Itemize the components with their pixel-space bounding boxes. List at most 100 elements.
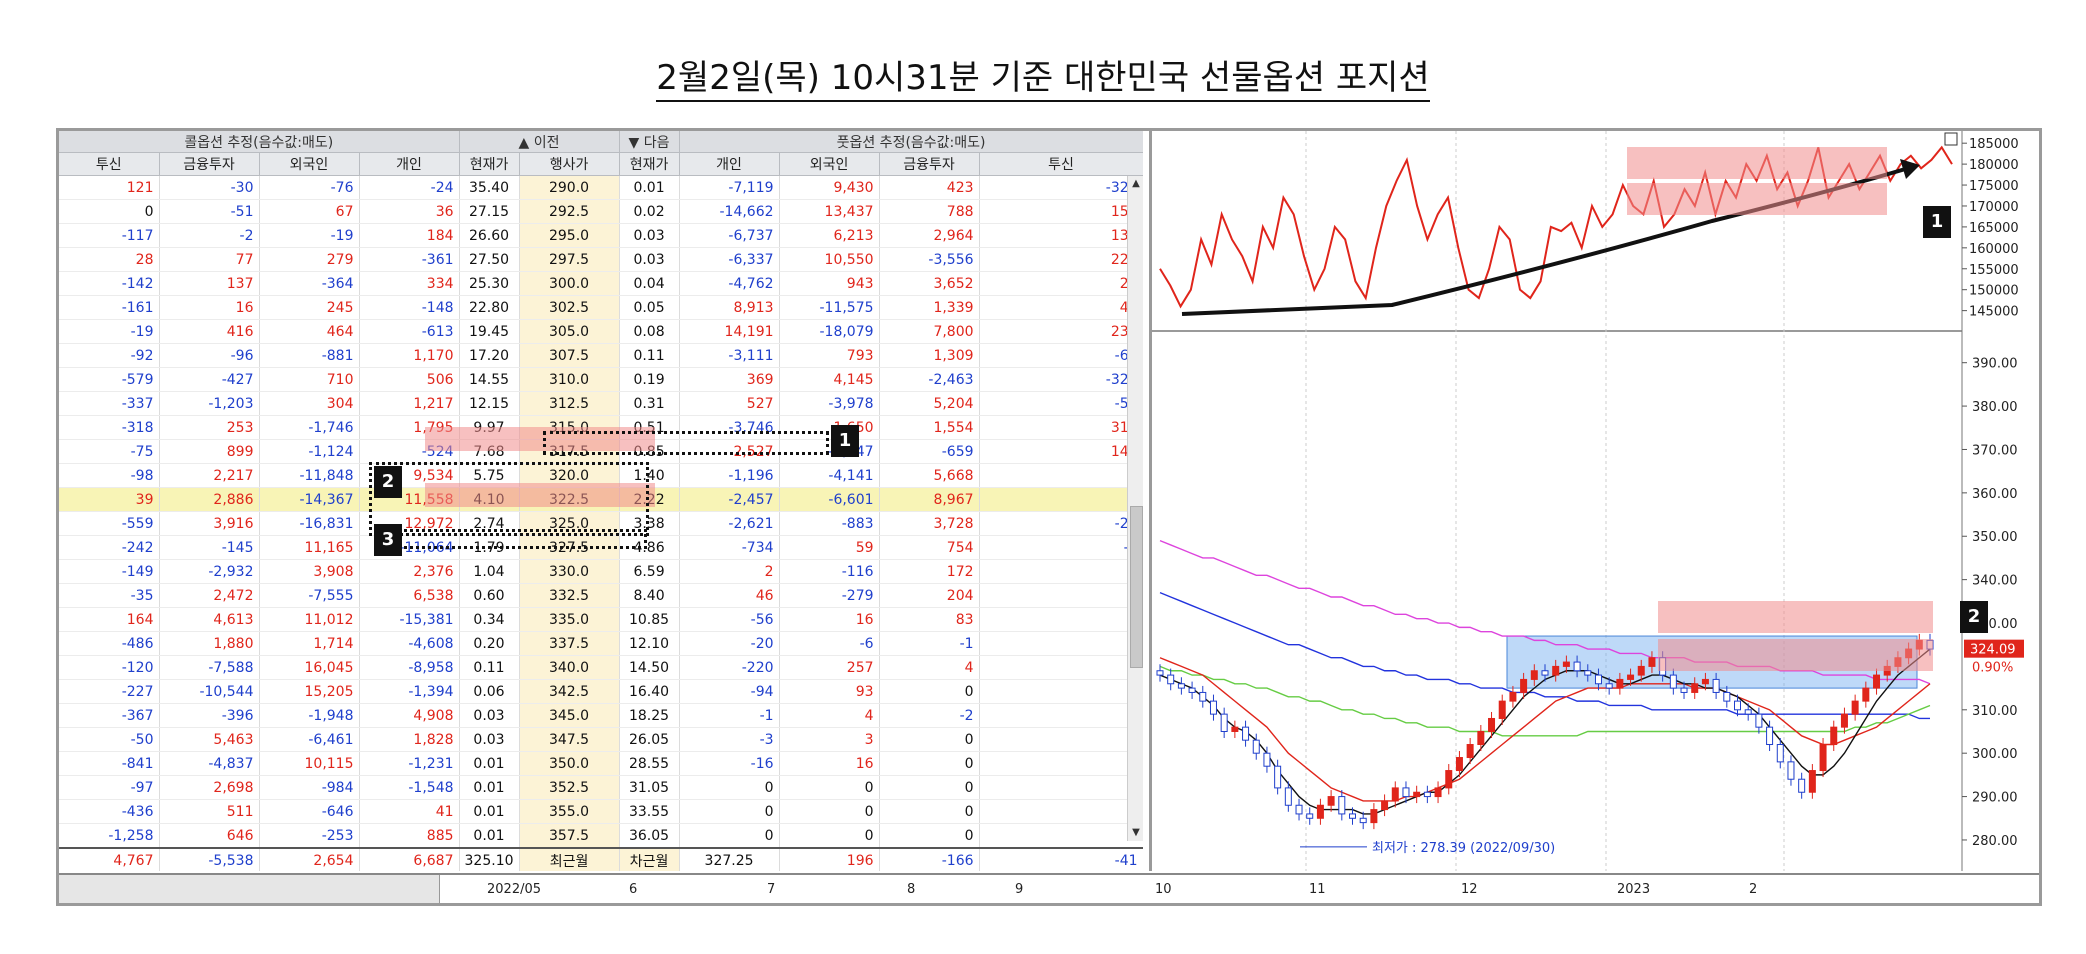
candle: [1188, 687, 1196, 693]
price-cell: 14.55: [459, 367, 520, 392]
table-scrollbar[interactable]: ▲ ▼: [1127, 176, 1143, 841]
position-cell: 334: [359, 271, 460, 296]
strike-cell: 312.5: [519, 391, 620, 416]
ma60-line: [1159, 665, 1931, 737]
position-cell: 2,472: [159, 583, 260, 608]
table-row[interactable]: 28 77 279 -361 27.50 297.5 0.03 -6,337 10,550 -3,…: [59, 247, 1143, 272]
price-cell: 0.06: [459, 679, 520, 704]
watermark-logo: [425, 483, 655, 507]
table-row[interactable]: 121 -30 -76 -24 35.40 290.0 0.01 -7,119 9,430 423…: [59, 175, 1143, 200]
strike-cell: 337.5: [519, 631, 620, 656]
position-cell: -559: [59, 511, 160, 536]
candle: [1252, 739, 1260, 754]
scroll-down-icon[interactable]: ▼: [1132, 827, 1140, 838]
total-cell: 6,687: [359, 847, 460, 871]
position-cell: -35: [59, 583, 160, 608]
column-header[interactable]: 개인: [679, 152, 780, 176]
position-cell: -1,124: [259, 439, 360, 464]
timeline-label: 12: [1461, 882, 1478, 897]
position-cell: -279: [779, 583, 880, 608]
position-cell: -97: [59, 775, 160, 800]
position-cell: 0: [979, 751, 1143, 776]
position-cell: -337: [59, 391, 160, 416]
column-header[interactable]: 현재가: [619, 152, 680, 176]
total-cell: 196: [779, 847, 880, 871]
price-cell: 26.05: [619, 727, 680, 752]
position-cell: -117: [59, 223, 160, 248]
position-cell: 0: [679, 799, 780, 824]
position-cell: 11,012: [259, 607, 360, 632]
timeline-label: 7: [767, 882, 776, 897]
column-header[interactable]: 행사가: [519, 152, 620, 176]
candle: [1830, 726, 1838, 746]
column-header[interactable]: 외국인: [259, 152, 360, 176]
price-cell: 10.85: [619, 607, 680, 632]
total-cell: 차근월: [619, 847, 680, 871]
table-row[interactable]: 0 -51 67 36 27.15 292.5 0.02 -14,662 13,437 788 15…: [59, 199, 1143, 224]
position-cell: -19: [259, 223, 360, 248]
scroll-up-icon[interactable]: ▲: [1132, 178, 1140, 189]
candle: [1594, 674, 1602, 685]
position-cell: 0: [979, 679, 1143, 704]
badge-2: 2: [374, 466, 402, 498]
watermark-logo: [1627, 183, 1887, 215]
table-row[interactable]: -117 -2 -19 184 26.60 295.0 0.03 -6,737 6,213 2,9…: [59, 223, 1143, 248]
position-cell: -120: [59, 655, 160, 680]
table-row[interactable]: -19 416 464 -613 19.45 305.0 0.08 14,191 -18,079…: [59, 319, 1143, 344]
position-cell: -18,079: [779, 319, 880, 344]
timeline-label: 11: [1309, 882, 1326, 897]
table-row[interactable]: -841 -4,837 10,115 -1,231 0.01 350.0 28.55 -16 1…: [59, 751, 1143, 776]
table-row[interactable]: -337 -1,203 304 1,217 12.15 312.5 0.31 527 -3,97…: [59, 391, 1143, 416]
column-header[interactable]: 금융투자: [159, 152, 260, 176]
column-header[interactable]: 투신: [979, 152, 1143, 176]
table-row[interactable]: -92 -96 -881 1,170 17.20 307.5 0.11 -3,111 793 1,…: [59, 343, 1143, 368]
table-row[interactable]: -227 -10,544 15,205 -1,394 0.06 342.5 16.40 -94…: [59, 679, 1143, 704]
expand-icon[interactable]: [1944, 132, 1958, 146]
candle: [1284, 787, 1292, 806]
position-cell: 416: [159, 319, 260, 344]
table-row[interactable]: -161 16 245 -148 22.80 302.5 0.05 8,913 -11,575 1…: [59, 295, 1143, 320]
position-cell: -51: [979, 391, 1143, 416]
table-row[interactable]: -35 2,472 -7,555 6,538 0.60 332.5 8.40 46 -279 20…: [59, 583, 1143, 608]
position-cell: 6,213: [779, 223, 880, 248]
column-header[interactable]: 투신: [59, 152, 160, 176]
position-cell: 121: [59, 175, 160, 200]
strike-cell: 345.0: [519, 703, 620, 728]
position-cell: 2,886: [159, 487, 260, 512]
table-row[interactable]: -149 -2,932 3,908 2,376 1.04 330.0 6.59 2 -116 17…: [59, 559, 1143, 584]
column-header[interactable]: 외국인: [779, 152, 880, 176]
column-header[interactable]: 현재가: [459, 152, 520, 176]
position-cell: -1,746: [259, 415, 360, 440]
position-cell: 16,045: [259, 655, 360, 680]
candle: [1873, 674, 1881, 689]
table-row[interactable]: -120 -7,588 16,045 -8,958 0.11 340.0 14.50 -220…: [59, 655, 1143, 680]
position-cell: -4,608: [359, 631, 460, 656]
next-button[interactable]: ▼ 다음: [619, 131, 680, 153]
bottom-tick-label: 380.00: [1972, 400, 2018, 415]
position-cell: 5,668: [879, 463, 980, 488]
column-header[interactable]: 금융투자: [879, 152, 980, 176]
timeline-label: 9: [1015, 882, 1024, 897]
scroll-thumb[interactable]: [1130, 506, 1143, 668]
candle: [1220, 713, 1228, 732]
position-cell: 16: [779, 607, 880, 632]
candle: [1177, 683, 1185, 689]
table-row[interactable]: -486 1,880 1,714 -4,608 0.20 337.5 12.10 -20 -6-…: [59, 631, 1143, 656]
candle: [1701, 678, 1709, 685]
prev-button[interactable]: ▲ 이전: [459, 131, 620, 153]
position-cell: -116: [779, 559, 880, 584]
table-row[interactable]: -579 -427 710 506 14.55 310.0 0.19 369 4,145 -2,4…: [59, 367, 1143, 392]
price-cell: 0.03: [459, 727, 520, 752]
table-row[interactable]: 164 4,613 11,012 -15,381 0.34 335.0 10.85 -56 16…: [59, 607, 1143, 632]
position-cell: -734: [679, 535, 780, 560]
position-cell: 8,913: [679, 295, 780, 320]
strike-cell: 292.5: [519, 199, 620, 224]
table-row[interactable]: -142 137 -364 334 25.30 300.0 0.04 -4,762 943 3,6…: [59, 271, 1143, 296]
candle: [1199, 691, 1207, 702]
column-header[interactable]: 개인: [359, 152, 460, 176]
